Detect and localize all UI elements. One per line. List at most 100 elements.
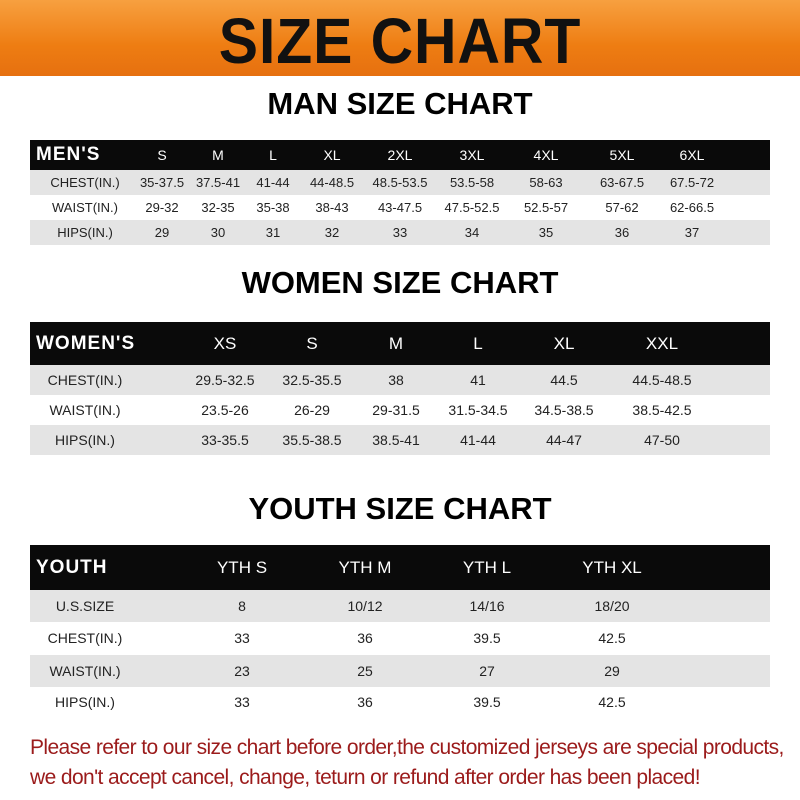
youth-size-table: YOUTH YTH S YTH M YTH L YTH XL U.S.SIZE 8 10/12…: [30, 545, 770, 718]
size-header: S: [157, 147, 167, 163]
table-cell: 44.5-48.5: [632, 372, 692, 388]
table-cell: 29: [154, 225, 170, 240]
table-cell: 29.5-32.5: [195, 372, 255, 388]
size-header: XXL: [645, 334, 679, 353]
table-cell: 67.5-72: [669, 175, 715, 190]
table-cell: 8: [238, 598, 246, 614]
table-cell: 32: [324, 225, 340, 240]
size-header: M: [388, 334, 404, 353]
table-cell: 41-44: [256, 175, 290, 190]
table-cell: 29-32: [145, 200, 179, 215]
table-cell: 33: [392, 225, 408, 240]
men-size-table: MEN'S S M L XL 2XL 3XL 4XL 5XL 6XL CHEST(IN.) 35-37…: [30, 140, 770, 245]
table-cell: 10/12: [347, 598, 383, 614]
order-notice: Please refer to our size chart before or…: [30, 733, 790, 793]
table-cell: 32-35: [201, 200, 235, 215]
size-header: XS: [213, 334, 237, 353]
table-cell: 41-44: [460, 432, 496, 448]
table-cell: 23: [234, 663, 250, 679]
size-header: M: [212, 147, 224, 163]
row-label: HIPS(IN.): [57, 225, 113, 240]
table-cell: 23.5-26: [201, 402, 249, 418]
table-header-row: MEN'S S M L XL 2XL 3XL 4XL 5XL 6XL: [30, 140, 770, 170]
size-header: 2XL: [387, 147, 413, 163]
size-header: YTH XL: [582, 558, 642, 577]
size-header: S: [306, 334, 318, 353]
table-cell: 37: [684, 225, 700, 240]
header-label: YOUTH: [36, 557, 108, 578]
size-header: YTH S: [216, 558, 268, 577]
table-cell: 39.5: [473, 630, 501, 646]
table-cell: 31.5-34.5: [448, 402, 508, 418]
table-cell: 31: [265, 225, 281, 240]
table-cell: 35-37.5: [139, 175, 185, 190]
table-cell: 57-62: [605, 200, 639, 215]
table-cell: 39.5: [473, 694, 501, 710]
table-cell: 29-31.5: [372, 402, 420, 418]
table-cell: 44-47: [546, 432, 582, 448]
table-row: CHEST(IN.) 29.5-32.5 32.5-35.5 38 41 44.5 44.5…: [30, 365, 770, 395]
table-row: HIPS(IN.) 29 30 31 32 33 34 35 36 37: [30, 220, 770, 245]
table-cell: 53.5-58: [449, 175, 495, 190]
youth-section-title: YOUTH SIZE CHART: [248, 491, 552, 526]
table-row: CHEST(IN.) 35-37.5 37.5-41 41-44 44-48.5 48.5…: [30, 170, 770, 195]
table-cell: 36: [357, 694, 373, 710]
size-header: L: [269, 147, 277, 163]
table-cell: 38.5-42.5: [632, 402, 692, 418]
row-label: HIPS(IN.): [55, 694, 115, 710]
row-label: WAIST(IN.): [52, 200, 118, 215]
table-cell: 29: [604, 663, 620, 679]
table-cell: 38: [388, 372, 404, 388]
table-cell: 14/16: [469, 598, 505, 614]
table-cell: 63-67.5: [599, 175, 645, 190]
table-cell: 32.5-35.5: [282, 372, 342, 388]
size-header: XL: [323, 147, 341, 163]
table-cell: 26-29: [294, 402, 330, 418]
table-cell: 34.5-38.5: [534, 402, 594, 418]
size-header: YTH L: [462, 558, 512, 577]
women-section-title: WOMEN SIZE CHART: [241, 265, 559, 300]
table-cell: 18/20: [594, 598, 630, 614]
size-header: XL: [553, 334, 575, 353]
table-cell: 35: [538, 225, 554, 240]
table-cell: 58-63: [529, 175, 563, 190]
table-cell: 33-35.5: [201, 432, 249, 448]
row-label: CHEST(IN.): [50, 175, 120, 190]
table-cell: 43-47.5: [377, 200, 423, 215]
table-cell: 62-66.5: [669, 200, 715, 215]
row-label: CHEST(IN.): [47, 630, 123, 646]
table-row: WAIST(IN.) 23 25 27 29: [30, 655, 770, 687]
table-cell: 44.5: [550, 372, 578, 388]
header-label: MEN'S: [36, 144, 101, 165]
row-label: WAIST(IN.): [49, 663, 121, 679]
table-cell: 47.5-52.5: [444, 200, 500, 215]
table-cell: 41: [470, 372, 486, 388]
table-cell: 27: [479, 663, 495, 679]
table-cell: 38.5-41: [372, 432, 420, 448]
size-header: 4XL: [533, 147, 559, 163]
row-label: U.S.SIZE: [55, 598, 115, 614]
size-header: 5XL: [609, 147, 635, 163]
header-label: WOMEN'S: [36, 333, 136, 354]
women-size-table: WOMEN'S XS S M L XL XXL CHEST(IN.) 29.5-32.5 32.5…: [30, 322, 770, 455]
table-row: WAIST(IN.) 29-32 32-35 35-38 38-43 43-47.5 47.…: [30, 195, 770, 220]
size-header: L: [473, 334, 483, 353]
banner-title: SIZE CHART: [218, 5, 582, 77]
table-cell: 25: [357, 663, 373, 679]
table-row: CHEST(IN.) 33 36 39.5 42.5: [30, 622, 770, 655]
size-header: YTH M: [338, 558, 392, 577]
notice-line-2: we don't accept cancel, change, teturn o…: [30, 766, 701, 789]
table-cell: 38-43: [315, 200, 349, 215]
table-cell: 35.5-38.5: [282, 432, 342, 448]
table-cell: 33: [234, 694, 250, 710]
size-header: 3XL: [459, 147, 485, 163]
banner: SIZE CHART: [0, 0, 800, 77]
table-cell: 36: [614, 225, 630, 240]
table-cell: 33: [234, 630, 250, 646]
table-cell: 47-50: [644, 432, 680, 448]
table-row: HIPS(IN.) 33-35.5 35.5-38.5 38.5-41 41-44 44-…: [30, 425, 770, 455]
table-header-row: WOMEN'S XS S M L XL XXL: [30, 322, 770, 365]
table-cell: 35-38: [256, 200, 290, 215]
table-cell: 44-48.5: [309, 175, 355, 190]
